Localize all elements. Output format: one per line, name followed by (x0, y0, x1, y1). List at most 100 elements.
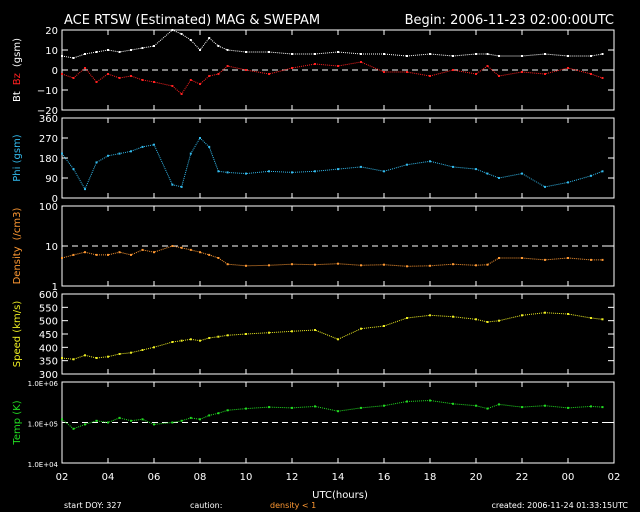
data-point-bt (475, 53, 477, 55)
data-point-temp (199, 418, 201, 421)
x-tick-label: 06 (148, 472, 161, 483)
y-tick-label: 0 (52, 194, 58, 205)
data-point-bt (180, 33, 183, 35)
series-line-bz (61, 61, 603, 95)
y-axis-label-part: Speed (km/s) (12, 301, 23, 368)
data-point-density (383, 263, 385, 266)
data-point-phi (567, 181, 569, 184)
data-point-bt (130, 49, 132, 51)
y-axis-label: Density (/cm3) (12, 208, 23, 285)
data-point-bt (208, 37, 211, 39)
data-point-temp (429, 399, 431, 402)
data-point-density (118, 251, 121, 254)
y-axis-label-part: (/cm3) (12, 208, 23, 241)
data-point-temp (544, 404, 546, 407)
y-tick-label: 1.0E+04 (28, 461, 59, 469)
data-point-density (475, 264, 477, 267)
data-point-bz (107, 73, 109, 75)
data-point-bz (208, 75, 211, 77)
data-point-bt (486, 53, 489, 55)
data-point-temp (61, 418, 63, 421)
data-point-bz (61, 73, 63, 75)
data-point-temp (383, 404, 385, 407)
data-point-bt (189, 39, 192, 41)
data-point-bz (118, 77, 121, 79)
panel-3: 1 10 100 Density (/cm3) (12, 202, 615, 293)
data-point-bz (226, 65, 229, 67)
data-point-speed (337, 338, 339, 341)
data-point-bt (226, 49, 229, 51)
x-tick-label: 10 (240, 472, 253, 483)
data-point-speed (153, 346, 155, 349)
y-tick-label: 1 (52, 282, 58, 293)
data-point-phi (383, 170, 385, 173)
data-point-temp (217, 412, 220, 415)
y-axis-label: Temp (K) (12, 400, 23, 445)
data-point-bz (314, 63, 316, 65)
data-point-density (153, 251, 155, 254)
data-point-temp (208, 414, 211, 417)
data-point-phi (452, 165, 454, 168)
data-point-bt (171, 29, 174, 31)
data-point-bt (383, 53, 385, 55)
y-tick-label: 100 (39, 202, 58, 213)
data-point-density (226, 263, 229, 266)
data-point-speed (590, 317, 592, 319)
caution-label: caution: (190, 501, 222, 510)
data-point-temp (521, 406, 523, 409)
series-line-speed (61, 312, 603, 360)
data-point-density (429, 264, 431, 267)
data-point-speed (61, 357, 63, 359)
data-point-speed (601, 318, 604, 321)
data-point-bz (383, 71, 385, 73)
data-point-bz (153, 81, 155, 83)
data-point-bt (217, 45, 220, 47)
series-line-temp (61, 399, 603, 430)
data-point-speed (383, 325, 385, 327)
data-point-bt (314, 53, 316, 55)
data-point-temp (590, 405, 592, 408)
data-point-temp (245, 407, 247, 410)
data-point-speed (291, 330, 293, 333)
data-point-phi (360, 165, 362, 168)
y-tick-label: 0 (52, 66, 58, 77)
data-point-phi (268, 170, 270, 173)
data-point-phi (337, 168, 339, 171)
data-point-temp (601, 406, 604, 409)
data-point-bt (360, 53, 362, 55)
data-point-bz (486, 65, 489, 67)
created-time: created: 2006-11-24 01:33:15UTC (491, 501, 628, 510)
data-point-phi (118, 152, 121, 155)
y-tick-label: 180 (39, 154, 58, 165)
x-axis: 02 04 06 08 10 12 14 16 18 20 22 00 02 (56, 472, 621, 483)
data-point-speed (521, 314, 523, 317)
y-tick-label: 450 (39, 330, 58, 341)
data-point-speed (95, 357, 98, 359)
data-point-speed (180, 339, 183, 342)
data-point-bt (141, 47, 144, 49)
data-point-bt (521, 55, 523, 57)
data-point-temp (180, 419, 183, 422)
data-point-phi (429, 160, 431, 163)
y-tick-label: 10 (45, 242, 58, 253)
data-point-phi (521, 172, 523, 175)
data-point-temp (452, 402, 454, 405)
data-point-density (544, 258, 546, 261)
data-point-bt (452, 55, 454, 57)
x-tick-label: 08 (194, 472, 207, 483)
data-point-bt (72, 57, 75, 59)
data-point-bt (291, 53, 293, 55)
data-point-bz (406, 71, 408, 73)
data-point-speed (567, 313, 569, 315)
data-point-phi (107, 154, 109, 157)
data-point-phi (84, 188, 86, 191)
panel-1: −20 −10 0 10 20 Bt Bz (gsm) (12, 26, 615, 117)
data-point-temp (153, 423, 155, 426)
x-tick-label: 20 (470, 472, 483, 483)
data-point-density (601, 258, 604, 261)
y-axis-label: Speed (km/s) (12, 301, 23, 368)
data-point-bz (590, 73, 592, 75)
data-point-bz (544, 73, 546, 75)
data-point-bt (567, 55, 569, 57)
